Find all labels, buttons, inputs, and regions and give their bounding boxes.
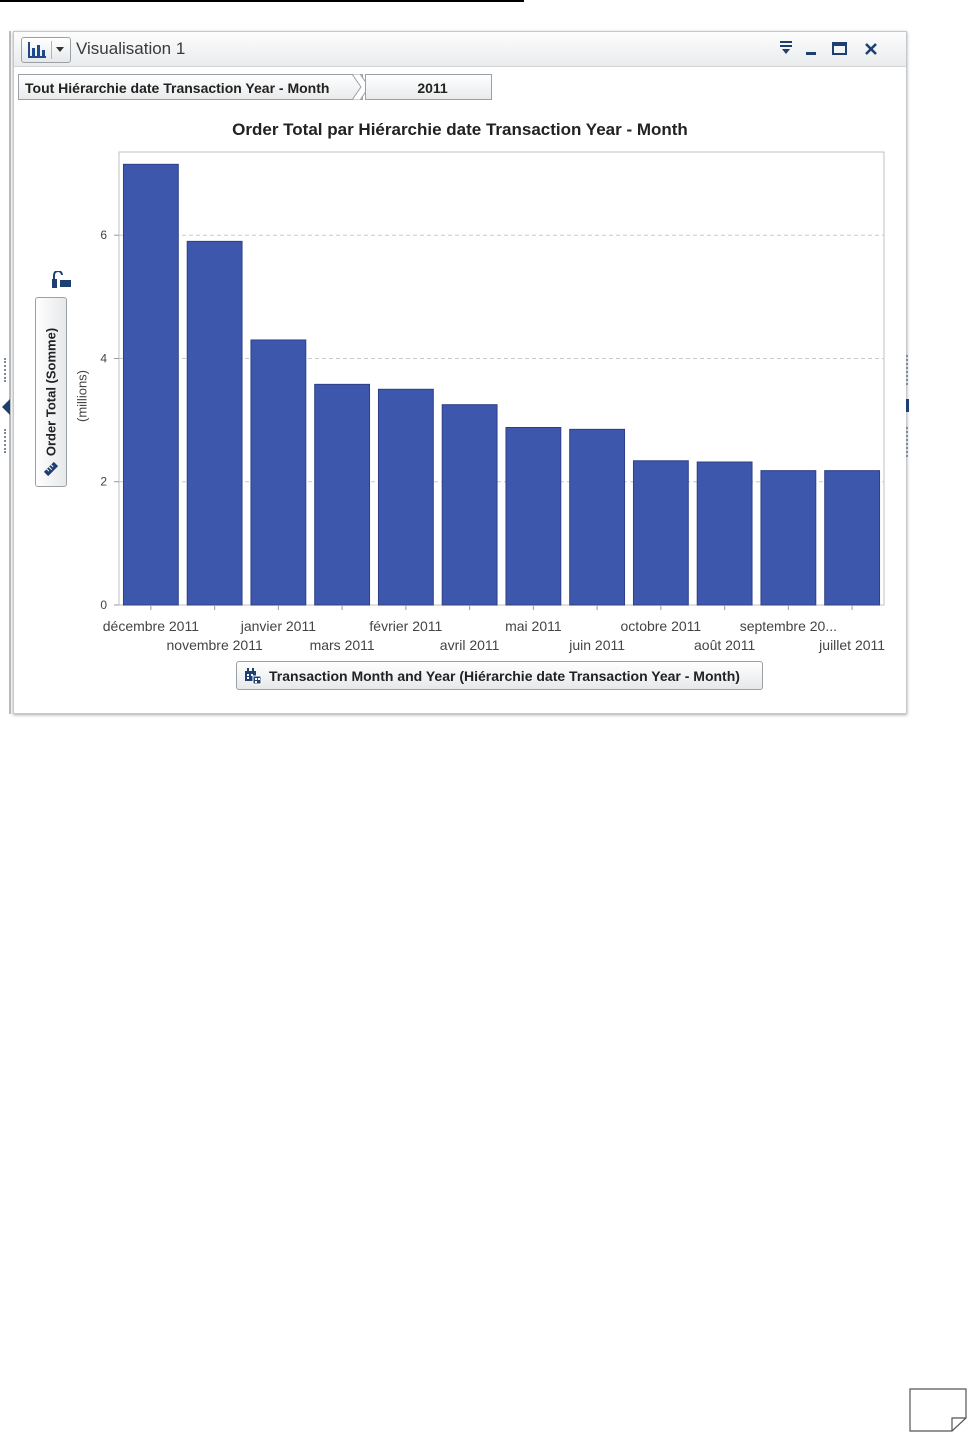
measure-icon	[43, 461, 59, 477]
page-curl-icon	[909, 1388, 967, 1432]
right-grip-dots[interactable]	[906, 355, 910, 385]
left-grip-dots[interactable]	[4, 358, 8, 382]
close-icon[interactable]	[863, 40, 881, 58]
bar	[377, 388, 434, 606]
visualisation-type-button[interactable]	[21, 37, 71, 63]
breadcrumb-root[interactable]: Tout Hiérarchie date Transaction Year - …	[18, 74, 363, 100]
bar	[696, 461, 753, 606]
collapse-left-icon[interactable]	[1, 399, 11, 415]
maximize-icon[interactable]	[831, 40, 849, 58]
bar	[505, 426, 562, 606]
x-tick-label: juin 2011	[568, 637, 625, 653]
bar-chart-icon	[28, 42, 46, 58]
plot-frame	[118, 151, 885, 606]
x-tick-label: octobre 2011	[621, 618, 702, 634]
right-grip-dots-lower[interactable]	[906, 427, 910, 457]
expand-right-icon[interactable]	[906, 399, 909, 412]
left-side-divider	[9, 31, 11, 714]
y-tick-label: 4	[100, 351, 107, 365]
bar	[314, 383, 371, 606]
y-tick-label: 6	[100, 228, 107, 242]
top-rule	[0, 0, 524, 2]
breadcrumb-current[interactable]: 2011	[365, 74, 492, 100]
x-tick-label: décembre 2011	[103, 618, 199, 634]
panel-title: Visualisation 1	[76, 39, 186, 58]
left-side-handle[interactable]	[0, 31, 11, 714]
panel-titlebar: Visualisation 1	[14, 32, 906, 67]
x-tick-label: mai 2011	[505, 618, 562, 634]
overflow-menu-icon[interactable]	[777, 40, 795, 58]
x-tick-label: janvier 2011	[240, 618, 316, 634]
y-tick-label: 0	[100, 598, 107, 612]
x-tick-label: mars 2011	[310, 637, 375, 653]
x-tick-label: novembre 2011	[167, 637, 263, 653]
dropdown-arrow-icon[interactable]	[56, 47, 64, 53]
x-tick-label: septembre 20...	[740, 618, 837, 634]
left-grip-dots-lower[interactable]	[4, 429, 8, 453]
bar	[824, 470, 881, 606]
bar	[186, 240, 243, 606]
bar	[441, 404, 498, 606]
x-axis-label: Transaction Month and Year (Hiérarchie d…	[269, 668, 740, 684]
x-tick-label: février 2011	[369, 618, 442, 634]
x-tick-label: août 2011	[694, 637, 755, 653]
right-side-handle[interactable]	[904, 350, 912, 460]
y-tick-label: 2	[100, 475, 107, 489]
bar	[250, 339, 307, 606]
y-axis-role-button[interactable]: Order Total (Somme)	[35, 297, 67, 487]
bar	[760, 470, 817, 606]
x-tick-label: avril 2011	[440, 637, 500, 653]
calendar-icon	[245, 668, 262, 685]
visualisation-panel: Visualisation 1 Tout Hiérarchie date Tra…	[13, 31, 907, 714]
bar	[569, 428, 626, 606]
chart-title: Order Total par Hiérarchie date Transact…	[232, 120, 688, 139]
x-axis-role-button[interactable]: Transaction Month and Year (Hiérarchie d…	[236, 661, 763, 690]
bar	[632, 460, 689, 606]
x-tick-label: juillet 2011	[818, 637, 885, 653]
minimize-icon[interactable]	[803, 40, 821, 58]
viz-button-separator	[51, 41, 52, 59]
bar	[122, 163, 179, 606]
unlock-axis-icon[interactable]	[51, 271, 73, 289]
bar-chart: 0 2 4 6 décembre 2011 novembre 2011 janvier 20…	[100, 151, 885, 653]
